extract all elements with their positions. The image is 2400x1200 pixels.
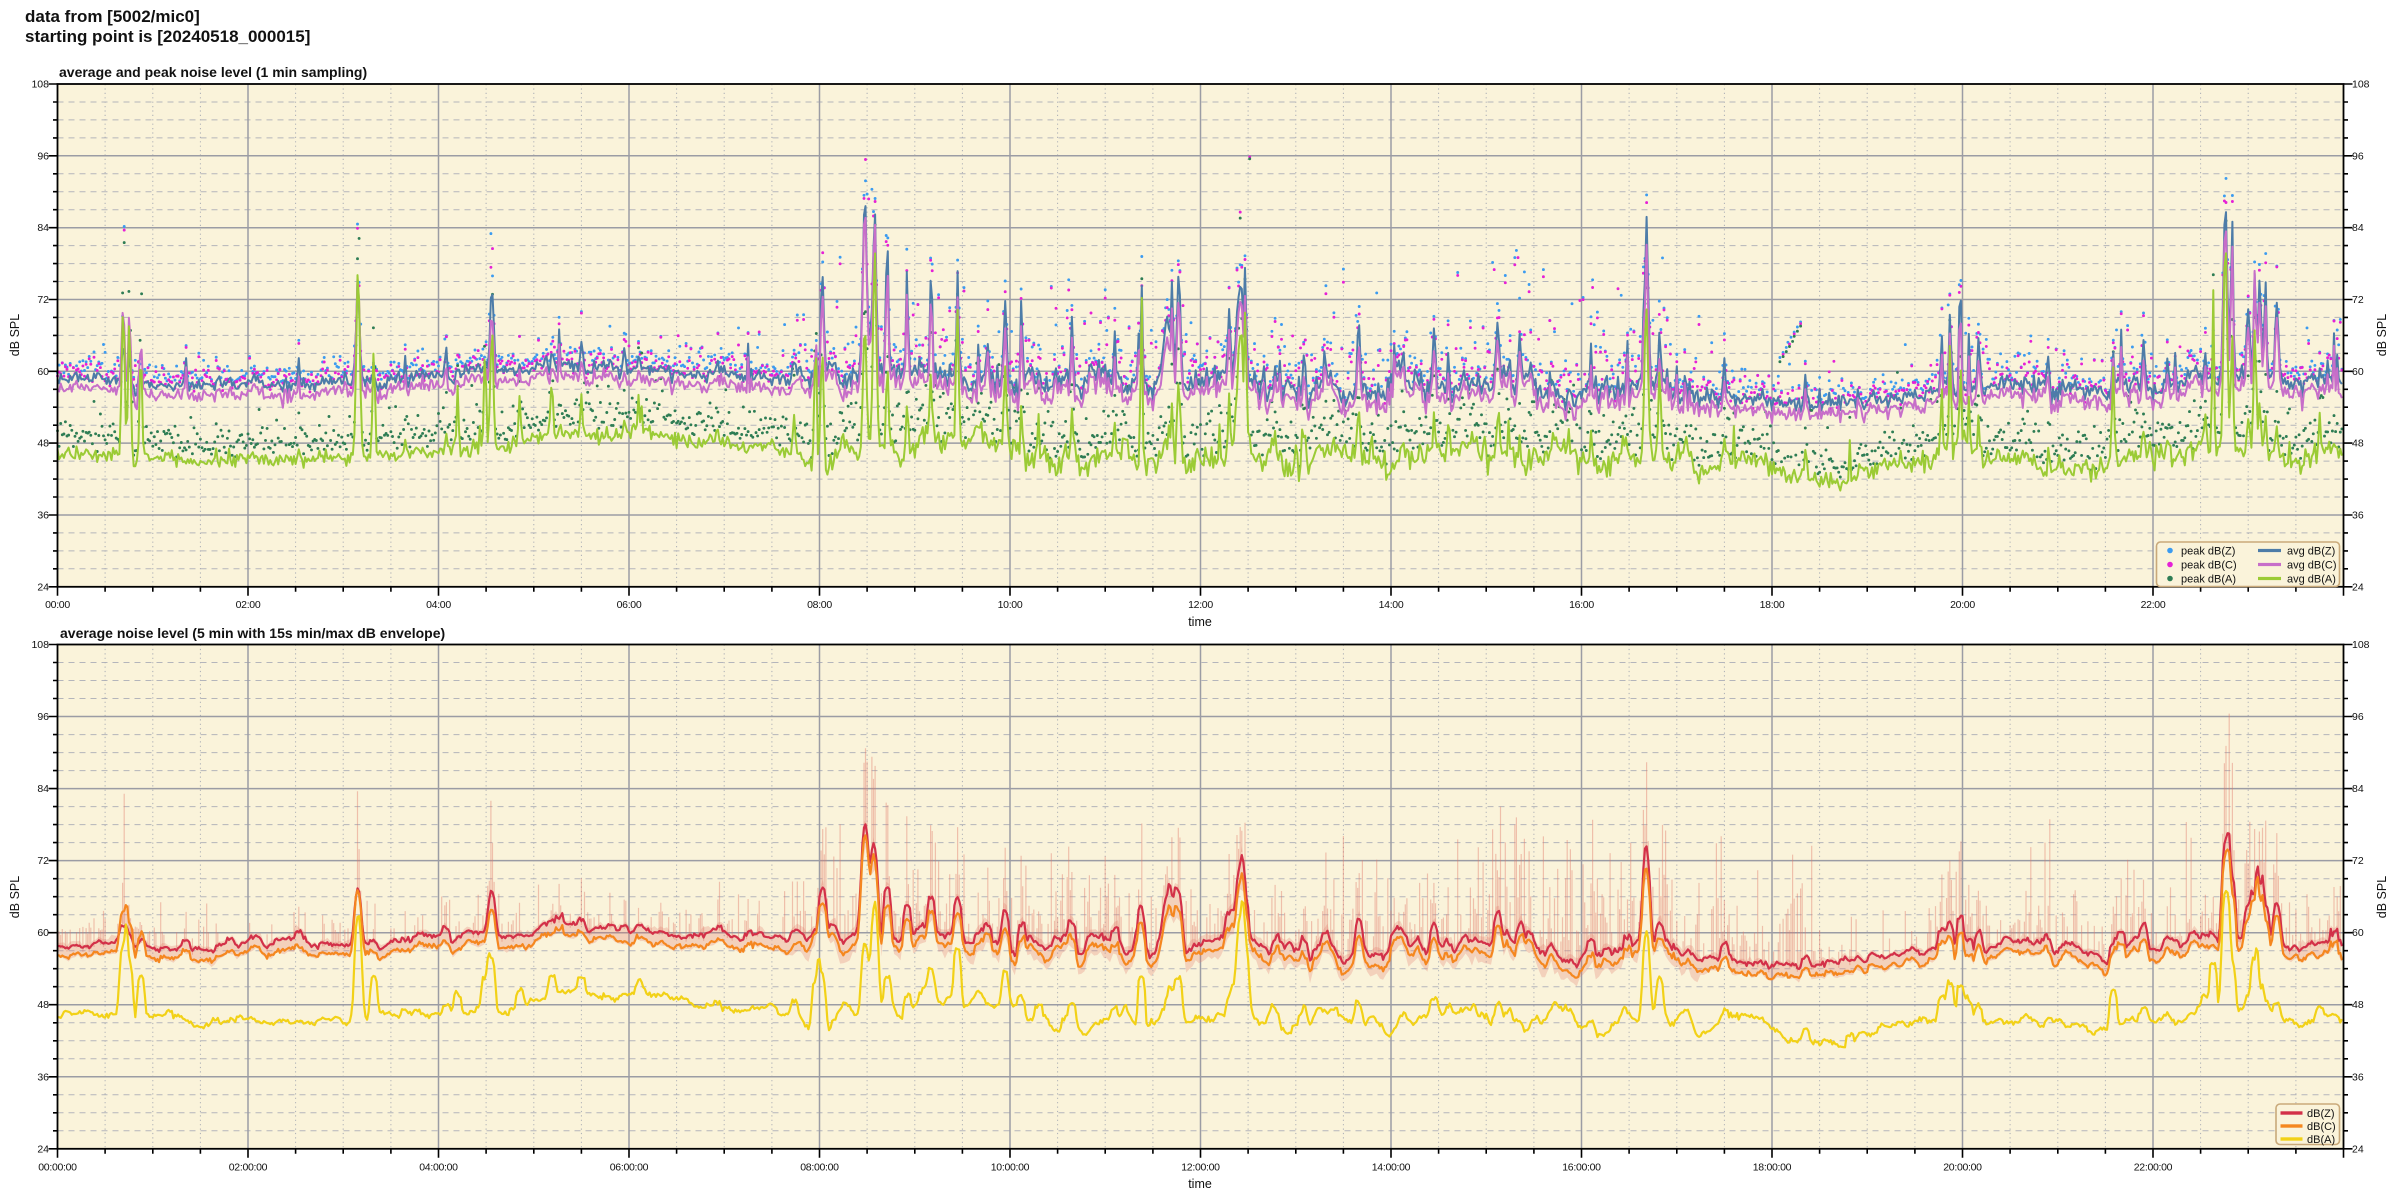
svg-text:avg dB(Z): avg dB(Z) (2287, 545, 2335, 557)
svg-text:18:00: 18:00 (1760, 599, 1785, 611)
svg-text:04:00:00: 04:00:00 (419, 1162, 458, 1174)
svg-text:time: time (1188, 615, 1212, 629)
svg-text:36: 36 (2352, 1071, 2364, 1083)
svg-text:48: 48 (2352, 999, 2364, 1011)
svg-text:60: 60 (2352, 927, 2364, 939)
svg-text:72: 72 (37, 855, 49, 867)
svg-text:36: 36 (37, 510, 49, 522)
svg-text:00:00:00: 00:00:00 (38, 1162, 77, 1174)
svg-text:96: 96 (37, 150, 49, 162)
svg-text:36: 36 (2352, 510, 2364, 522)
svg-text:48: 48 (37, 999, 49, 1011)
svg-text:08:00: 08:00 (807, 599, 832, 611)
svg-text:dB(Z): dB(Z) (2307, 1108, 2335, 1120)
svg-text:18:00:00: 18:00:00 (1753, 1162, 1792, 1174)
svg-text:96: 96 (2352, 150, 2364, 162)
svg-text:24: 24 (37, 581, 49, 593)
svg-text:20:00:00: 20:00:00 (1943, 1162, 1982, 1174)
svg-text:96: 96 (2352, 711, 2364, 723)
svg-text:06:00: 06:00 (617, 599, 642, 611)
svg-text:22:00: 22:00 (2141, 599, 2166, 611)
svg-text:avg dB(C): avg dB(C) (2287, 559, 2337, 571)
svg-text:108: 108 (2352, 79, 2370, 91)
svg-text:84: 84 (2352, 783, 2364, 795)
svg-text:72: 72 (2352, 855, 2364, 867)
svg-text:peak dB(Z): peak dB(Z) (2181, 545, 2235, 557)
svg-text:108: 108 (31, 79, 49, 91)
svg-text:12:00: 12:00 (1188, 599, 1213, 611)
svg-text:dB SPL: dB SPL (2375, 876, 2389, 918)
svg-text:starting point is [20240518_00: starting point is [20240518_000015] (25, 27, 310, 46)
svg-text:08:00:00: 08:00:00 (800, 1162, 839, 1174)
svg-text:avg dB(A): avg dB(A) (2287, 573, 2336, 585)
svg-text:84: 84 (37, 222, 49, 234)
svg-text:dB(C): dB(C) (2307, 1121, 2336, 1133)
svg-text:96: 96 (37, 711, 49, 723)
svg-text:36: 36 (37, 1071, 49, 1083)
svg-text:06:00:00: 06:00:00 (610, 1162, 649, 1174)
svg-text:dB SPL: dB SPL (8, 314, 22, 356)
svg-text:60: 60 (37, 366, 49, 378)
svg-text:02:00: 02:00 (236, 599, 261, 611)
svg-text:data from [5002/mic0]: data from [5002/mic0] (25, 7, 200, 26)
svg-text:10:00:00: 10:00:00 (991, 1162, 1030, 1174)
svg-text:16:00:00: 16:00:00 (1562, 1162, 1601, 1174)
svg-text:48: 48 (2352, 438, 2364, 450)
svg-text:peak dB(A): peak dB(A) (2181, 573, 2236, 585)
svg-text:time: time (1188, 1177, 1212, 1191)
svg-text:00:00: 00:00 (45, 599, 70, 611)
svg-text:24: 24 (2352, 1143, 2364, 1155)
svg-text:22:00:00: 22:00:00 (2134, 1162, 2173, 1174)
svg-text:84: 84 (2352, 222, 2364, 234)
svg-text:60: 60 (37, 927, 49, 939)
svg-text:24: 24 (37, 1143, 49, 1155)
svg-text:dB SPL: dB SPL (8, 876, 22, 918)
svg-text:84: 84 (37, 783, 49, 795)
svg-text:dB SPL: dB SPL (2375, 314, 2389, 356)
svg-text:72: 72 (2352, 294, 2364, 306)
svg-text:04:00: 04:00 (426, 599, 451, 611)
svg-text:24: 24 (2352, 581, 2364, 593)
svg-text:peak dB(C): peak dB(C) (2181, 559, 2237, 571)
svg-text:48: 48 (37, 438, 49, 450)
svg-text:108: 108 (2352, 639, 2370, 651)
svg-text:dB(A): dB(A) (2307, 1134, 2335, 1146)
svg-text:72: 72 (37, 294, 49, 306)
svg-text:10:00: 10:00 (998, 599, 1023, 611)
svg-text:14:00: 14:00 (1379, 599, 1404, 611)
svg-text:60: 60 (2352, 366, 2364, 378)
svg-text:12:00:00: 12:00:00 (1181, 1162, 1220, 1174)
svg-text:02:00:00: 02:00:00 (229, 1162, 268, 1174)
svg-text:16:00: 16:00 (1569, 599, 1594, 611)
svg-text:average noise level (5 min wit: average noise level (5 min with 15s min/… (60, 625, 445, 641)
svg-text:average and peak noise level (: average and peak noise level (1 min samp… (59, 64, 367, 80)
svg-text:14:00:00: 14:00:00 (1372, 1162, 1411, 1174)
svg-text:20:00: 20:00 (1950, 599, 1975, 611)
svg-text:108: 108 (31, 639, 49, 651)
